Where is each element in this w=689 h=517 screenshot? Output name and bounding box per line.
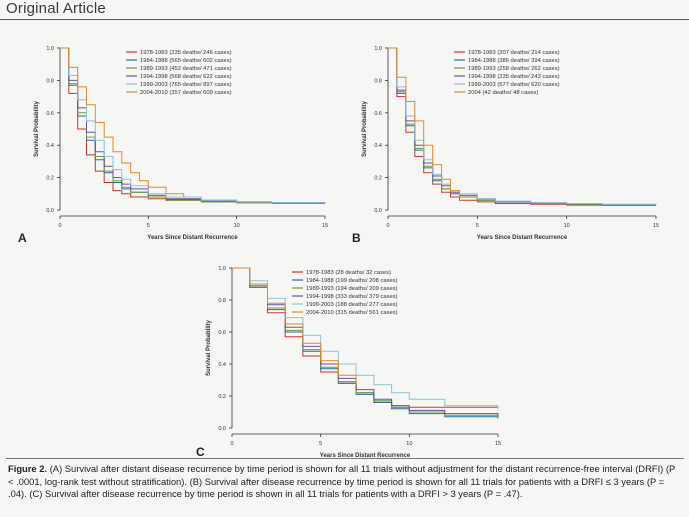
- x-tick-label: 0: [230, 441, 233, 447]
- legend-entry: 1984-1988 (386 deaths/ 394 cases): [468, 58, 560, 64]
- chart-panel-c: 0.0 0.2 0.4 0.6 0.8 1.0 0 5 10 15 Years Since Dist…: [196, 266, 501, 457]
- legend-entry: 1989-1993 (258 deaths/ 262 cases): [468, 66, 560, 72]
- x-axis-label: Years Since Distant Recurrence: [477, 235, 568, 241]
- y-tick-label: 0.4: [218, 362, 226, 368]
- panel-label: B: [352, 231, 361, 245]
- y-tick-label: 1.0: [218, 266, 226, 272]
- x-tick-label: 15: [495, 441, 501, 447]
- survival-curve-1994-1998: [232, 267, 499, 416]
- y-axis-label: Survival Probability: [362, 100, 368, 157]
- survival-curve-1999-2003: [60, 47, 326, 204]
- y-tick-label: 0.2: [46, 176, 54, 182]
- survival-curve-1989-1993: [232, 267, 499, 417]
- legend-entry: 1984-1988 (565 deaths/ 602 cases): [140, 58, 232, 64]
- caption-text: (A) Survival after distant disease recur…: [8, 463, 676, 499]
- legend-entry: 1994-1998 (333 deaths/ 379 cases): [306, 294, 398, 300]
- article-section-header: Original Article: [6, 0, 106, 17]
- y-tick-label: 0.6: [218, 330, 226, 336]
- chart-panel-b: 0.0 0.2 0.4 0.6 0.8 1.0 0 5 10 15 Years Since Dist…: [352, 46, 659, 245]
- y-tick-label: 1.0: [374, 46, 382, 52]
- legend-entry: 1989-1993 (452 deaths/ 471 cases): [140, 66, 232, 72]
- y-tick-label: 0.0: [218, 426, 226, 432]
- caption-divider: [6, 458, 684, 459]
- y-tick-label: 0.0: [374, 208, 382, 214]
- panel-label: C: [196, 445, 205, 457]
- legend-entry: 1978-1983 (28 deaths/ 32 cases): [306, 270, 391, 276]
- x-tick-label: 5: [319, 441, 322, 447]
- legend-entry: 1989-1993 (194 deaths/ 209 cases): [306, 286, 398, 292]
- figure-2-panels: 0.0 0.2 0.4 0.6 0.8 1.0 0 5 10 15 Years Since Dist…: [18, 46, 659, 457]
- x-tick-label: 0: [386, 223, 389, 229]
- legend-entry: 1978-1983 (235 deaths/ 246 cases): [140, 50, 232, 56]
- survival-curve-2004-2010: [60, 47, 185, 197]
- y-tick-label: 0.8: [46, 78, 54, 84]
- x-tick-label: 10: [234, 223, 240, 229]
- x-tick-label: 15: [653, 223, 659, 229]
- y-tick-label: 0.8: [218, 298, 226, 304]
- y-tick-label: 1.0: [46, 46, 54, 52]
- y-tick-label: 0.8: [374, 78, 382, 84]
- chart-panel-a: 0.0 0.2 0.4 0.6 0.8 1.0 0 5 10 15 Years Since Dist…: [18, 46, 328, 245]
- y-tick-label: 0.0: [46, 208, 54, 214]
- legend-entry: 1994-1998 (568 deaths/ 622 cases): [140, 74, 232, 80]
- y-tick-label: 0.4: [46, 143, 54, 149]
- x-tick-label: 0: [58, 223, 61, 229]
- y-tick-label: 0.6: [46, 111, 54, 117]
- x-axis-label: Years Since Distant Recurrence: [147, 235, 238, 241]
- figure-caption: Figure 2. (A) Survival after distant dis…: [8, 463, 682, 501]
- survival-curve-1984-1988: [232, 267, 499, 419]
- header-divider: [0, 19, 689, 20]
- survival-curve-2004-2010: [388, 47, 460, 197]
- x-tick-label: 5: [147, 223, 150, 229]
- y-tick-label: 0.6: [374, 111, 382, 117]
- x-tick-label: 5: [476, 223, 479, 229]
- legend-entry: 2004-2010 (315 deaths/ 561 cases): [306, 310, 398, 316]
- panel-label: A: [18, 231, 27, 245]
- figure-label: Figure 2.: [8, 463, 48, 474]
- legend-entry: 2004 (42 deaths/ 48 cases): [468, 90, 538, 96]
- x-tick-label: 10: [564, 223, 570, 229]
- x-tick-label: 15: [322, 223, 328, 229]
- y-axis-label: Survival Probability: [206, 319, 212, 376]
- legend-entry: 1999-2003 (577 deaths/ 620 cases): [468, 82, 560, 88]
- y-tick-label: 0.2: [218, 394, 226, 400]
- y-tick-label: 0.2: [374, 176, 382, 182]
- x-tick-label: 10: [406, 441, 412, 447]
- legend-entry: 1994-1998 (235 deaths/ 243 cases): [468, 74, 560, 80]
- survival-curve-2004-2010: [232, 267, 357, 385]
- legend-entry: 2004-2010 (357 deaths/ 609 cases): [140, 90, 232, 96]
- x-axis-label: Years Since Distant Recurrence: [320, 453, 411, 457]
- y-tick-label: 0.4: [374, 143, 382, 149]
- legend-entry: 1984-1988 (199 deaths/ 208 cases): [306, 278, 398, 284]
- legend-entry: 1999-2003 (188 deaths/ 277 cases): [306, 302, 398, 308]
- legend-entry: 1999-2003 (765 deaths/ 897 cases): [140, 82, 232, 88]
- legend-entry: 1978-1983 (207 deaths/ 214 cases): [468, 50, 560, 56]
- y-axis-label: Survival Probability: [34, 100, 40, 157]
